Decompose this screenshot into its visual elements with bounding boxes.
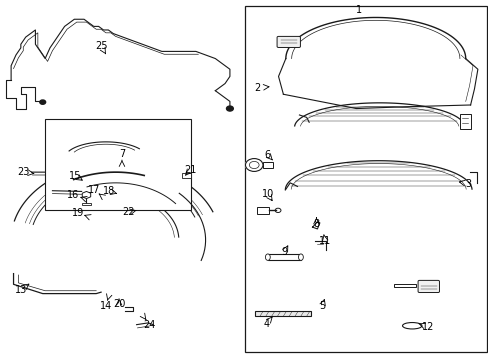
Bar: [267, 254, 300, 260]
FancyBboxPatch shape: [417, 280, 439, 293]
Text: 6: 6: [264, 150, 270, 160]
Bar: [81, 203, 91, 205]
Bar: [459, 114, 469, 129]
Bar: [245, 6, 486, 352]
Text: 4: 4: [263, 319, 269, 329]
Circle shape: [226, 106, 233, 111]
Circle shape: [245, 158, 263, 171]
Text: 5: 5: [319, 301, 325, 311]
Text: 22: 22: [122, 207, 135, 217]
Text: 19: 19: [72, 208, 84, 218]
Text: 17: 17: [87, 185, 100, 195]
Bar: [393, 284, 415, 287]
Polygon shape: [285, 161, 471, 190]
FancyBboxPatch shape: [277, 36, 300, 48]
Text: 3: 3: [464, 179, 470, 189]
Text: 8: 8: [313, 219, 319, 229]
Bar: [182, 173, 191, 178]
Polygon shape: [294, 103, 464, 127]
Circle shape: [40, 100, 45, 104]
Text: 11: 11: [319, 236, 331, 246]
Ellipse shape: [265, 254, 270, 260]
Bar: [45, 119, 191, 210]
Text: 14: 14: [100, 301, 112, 311]
Ellipse shape: [402, 323, 421, 329]
Bar: [255, 311, 310, 316]
Text: 13: 13: [15, 285, 27, 295]
Text: 12: 12: [421, 322, 434, 332]
Text: 9: 9: [281, 247, 287, 257]
Text: 21: 21: [183, 165, 196, 175]
Text: 24: 24: [143, 320, 156, 330]
Text: 1: 1: [355, 5, 361, 15]
Text: 25: 25: [95, 41, 107, 51]
Ellipse shape: [298, 254, 303, 260]
Bar: [256, 207, 268, 214]
Text: 16: 16: [67, 190, 80, 200]
Polygon shape: [14, 163, 212, 225]
Bar: [263, 162, 272, 168]
Text: 10: 10: [261, 189, 273, 199]
Text: 2: 2: [254, 83, 260, 93]
Text: 20: 20: [113, 299, 125, 309]
Text: 7: 7: [119, 149, 125, 159]
Text: 18: 18: [103, 186, 115, 197]
Text: 15: 15: [69, 171, 81, 181]
Text: 23: 23: [17, 167, 29, 177]
